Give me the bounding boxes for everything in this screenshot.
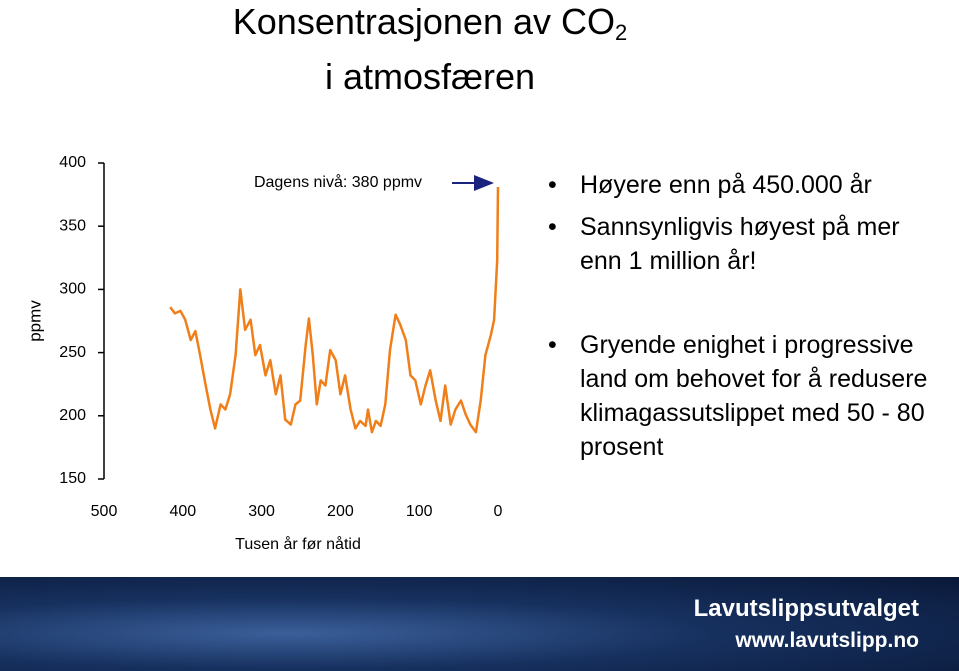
footer-url: www.lavutslipp.no	[735, 629, 919, 652]
x-tick-label: 300	[248, 503, 275, 520]
footer-name: Lavutslippsutvalget	[693, 595, 919, 622]
x-tick-label: 0	[494, 503, 503, 520]
footer-banner: Lavutslippsutvalget www.lavutslipp.no	[0, 577, 959, 671]
y-axis-label: ppmv	[25, 300, 44, 342]
title-line2: i atmosfæren	[324, 56, 536, 97]
slide-title: Konsentrasjonen av CO2 i atmosfæren	[150, 0, 710, 99]
data-line	[169, 186, 500, 434]
y-tick-label: 400	[59, 154, 86, 171]
y-tick-label: 300	[59, 281, 86, 298]
chart: ppmv Tusen år før nåtid Dagens nivå: 380…	[25, 154, 503, 553]
x-tick-label: 100	[406, 503, 433, 520]
x-tick-label: 200	[327, 503, 354, 520]
x-tick-label: 400	[169, 503, 196, 520]
bullet-text: Sannsynligvis høyest på mer enn 1 millio…	[580, 213, 900, 275]
bullet-text: Høyere enn på 450.000 år	[580, 171, 872, 199]
y-tick-label: 150	[59, 470, 86, 487]
x-axis-label: Tusen år før nåtid	[235, 535, 361, 553]
y-tick-label: 200	[59, 407, 86, 424]
annotation: Dagens nivå: 380 ppmv	[254, 173, 422, 191]
title-text: Konsentrasjonen av CO	[232, 1, 615, 42]
bullet-text: Gryende enighet i progressive land om be…	[580, 331, 928, 461]
y-tick-label: 250	[59, 344, 86, 361]
x-tick-label: 500	[91, 503, 118, 520]
y-tick-label: 350	[59, 217, 86, 234]
title-subscript: 2	[614, 20, 628, 45]
